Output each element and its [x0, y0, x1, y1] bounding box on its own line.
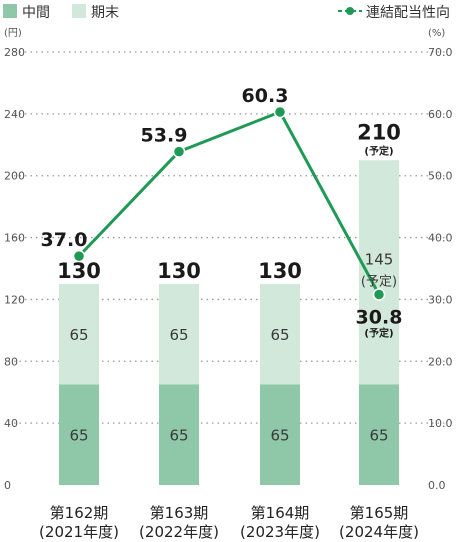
right-tick-label: 40.0: [428, 232, 453, 245]
category-label: 第162期: [50, 504, 109, 522]
ratio-label-background: [359, 303, 399, 340]
bar-year-end-note: (予定): [361, 274, 397, 289]
bar-year-end: [59, 283, 99, 385]
left-tick-label: 40: [4, 417, 18, 430]
bar-year-end: [260, 283, 300, 385]
bar-interim: [59, 384, 99, 485]
left-tick-label: 160: [4, 232, 25, 245]
legend-line-dot: [346, 7, 354, 15]
ratio-value-label: 30.8: [356, 306, 403, 328]
category-label: 第164期: [251, 504, 310, 522]
right-tick-label: 70.0: [428, 46, 453, 59]
bar-year-end: [359, 160, 399, 385]
bar-interim-label: 65: [369, 427, 388, 445]
right-tick-label: 0.0: [428, 479, 446, 492]
right-tick-label: 30.0: [428, 293, 453, 306]
bar-year-end-label: 65: [270, 326, 289, 344]
bar-total-label: 130: [258, 259, 302, 283]
bar-interim-label: 65: [69, 427, 88, 445]
bar-year-end: [159, 283, 199, 385]
ratio-point: [172, 145, 186, 158]
bar-total-label: 130: [157, 259, 201, 283]
bar-interim: [359, 384, 399, 485]
legend-swatch-interim: [3, 4, 17, 18]
ratio-point: [72, 249, 86, 263]
legend-label-ratio: 連結配当性向: [366, 5, 450, 21]
left-tick-label: 120: [4, 293, 25, 306]
axis-labels: 0 40 80 120 160 200 240 280 0.0 10.0 20.0 30.0 40.0 5…: [4, 46, 453, 541]
category-sublabel: (2024年度): [339, 523, 419, 541]
bar-total-label: 210: [357, 120, 401, 144]
bar-year-end-label: 145: [365, 250, 394, 268]
bar-interim: [260, 384, 300, 485]
legend-label-interim: 中間: [22, 5, 50, 21]
ratio-point: [372, 288, 386, 301]
left-tick-label: 80: [4, 355, 18, 368]
bar-total-label: 130: [57, 259, 101, 283]
left-tick-label: 240: [4, 108, 25, 121]
bars: [59, 160, 399, 485]
ratio-line: [72, 105, 386, 301]
right-tick-label: 50.0: [428, 170, 453, 183]
right-tick-label: 20.0: [428, 355, 453, 368]
left-tick-label: 200: [4, 170, 25, 183]
category-sublabel: (2023年度): [240, 523, 320, 541]
bar-year-end-label: 65: [169, 326, 188, 344]
bar-total-note: (予定): [364, 144, 393, 157]
ratio-point: [273, 105, 287, 119]
right-axis-unit: (%): [428, 28, 445, 39]
bar-interim: [159, 384, 199, 485]
ratio-value-label: 53.9: [141, 125, 188, 147]
left-tick-label: 0: [4, 479, 11, 492]
right-tick-label: 60.0: [428, 108, 453, 121]
category-sublabel: (2021年度): [39, 523, 119, 541]
left-tick-label: 280: [4, 46, 25, 59]
legend: 中間 期末 連結配当性向: [3, 4, 450, 21]
left-axis-unit: (円): [4, 28, 22, 39]
ratio-value-note: (予定): [364, 326, 393, 339]
ratio-value-label: 60.3: [242, 85, 289, 107]
bar-interim-label: 65: [169, 427, 188, 445]
category-sublabel: (2022年度): [139, 523, 219, 541]
right-tick-label: 10.0: [428, 417, 453, 430]
legend-swatch-year-end: [72, 4, 86, 18]
ratio-line-path: [77, 110, 381, 296]
category-label: 第163期: [150, 504, 209, 522]
category-label: 第165期: [350, 504, 409, 522]
ratio-value-label: 37.0: [41, 229, 88, 251]
bar-interim-label: 65: [270, 427, 289, 445]
legend-label-year-end: 期末: [91, 5, 119, 21]
data-labels: 65651306565130656513065145(予定)210(予定)37.…: [41, 85, 403, 445]
bar-year-end-label: 65: [69, 326, 88, 344]
